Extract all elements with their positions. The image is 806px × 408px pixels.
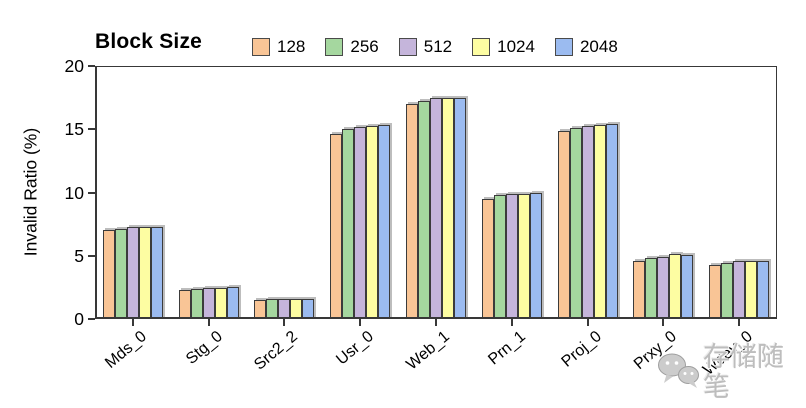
bar-Stg_0-1024	[214, 288, 227, 319]
bar-Src2_2-512	[278, 299, 291, 319]
x-tick-label: Web_1	[403, 328, 453, 374]
legend-label: 512	[423, 37, 453, 56]
legend-label: 2048	[579, 37, 618, 56]
bar-Web_1-1024	[442, 97, 454, 319]
bar-Proj_0-256	[569, 127, 582, 319]
bar-Web_1-512	[430, 98, 442, 319]
x-tick-label: Mds_0	[102, 328, 150, 372]
x-tick-label: Prn_1	[485, 328, 529, 369]
x-tick-label: Proj_0	[558, 328, 605, 371]
legend-label: 1024	[497, 37, 535, 56]
bar-Web_1-256	[418, 100, 430, 319]
bar-Mds_0-512	[126, 227, 139, 319]
y-tick	[88, 254, 95, 257]
bar-Proj_0-512	[581, 126, 594, 319]
bar-Usr_0-512	[354, 126, 367, 319]
bar-Prxy_0-1024	[669, 254, 682, 319]
bar-Src2_2-256	[266, 299, 279, 319]
bar-Wdev_0-256	[721, 262, 734, 319]
legend-swatch-128	[252, 38, 270, 56]
x-tick-label: Usr_0	[333, 328, 378, 369]
bar-Src2_2-1024	[290, 299, 303, 319]
legend-entry: 256	[325, 37, 379, 57]
x-tick	[283, 319, 286, 326]
legend-entry: 2048	[554, 37, 618, 57]
y-tick	[88, 65, 95, 67]
legend-swatch-256	[325, 38, 344, 56]
bar-Mds_0-2048	[150, 226, 163, 319]
y-tick-label: 0	[74, 309, 84, 329]
bar-Proj_0-1024	[593, 125, 606, 319]
y-tick	[88, 318, 95, 320]
bar-Prn_1-1024	[517, 193, 530, 319]
bar-Stg_0-2048	[226, 287, 239, 319]
bar-Prxy_0-2048	[681, 255, 694, 319]
bar-Mds_0-1024	[138, 227, 151, 319]
y-tick-label: 5	[74, 245, 84, 266]
legend-swatch-2048	[554, 38, 573, 56]
x-tick	[131, 319, 134, 326]
bar-Web_1-128	[406, 103, 418, 319]
y-tick	[88, 191, 95, 194]
bar-Proj_0-2048	[605, 124, 618, 319]
bar-Prn_1-256	[493, 195, 506, 319]
bar-Proj_0-128	[557, 130, 570, 319]
legend: 128 256 512 1024 2048	[252, 37, 618, 57]
y-axis-title: Invalid Ratio (%)	[20, 127, 41, 257]
bar-Wdev_0-512	[733, 261, 746, 319]
legend-swatch-1024	[472, 38, 491, 56]
legend-entry: 1024	[472, 37, 535, 57]
bar-Web_1-2048	[454, 97, 466, 319]
x-tick	[510, 319, 513, 326]
legend-swatch-512	[398, 38, 417, 56]
y-tick	[88, 128, 95, 131]
bar-Prxy_0-256	[645, 258, 658, 319]
legend-label: 128	[277, 37, 306, 56]
bar-Stg_0-128	[178, 289, 191, 319]
bar-Stg_0-256	[190, 288, 203, 319]
bar-Prn_1-2048	[529, 192, 542, 319]
x-tick	[207, 319, 210, 326]
bar-Stg_0-512	[202, 288, 215, 319]
bar-Src2_2-128	[254, 300, 267, 319]
x-tick	[738, 319, 741, 326]
bar-Prxy_0-512	[657, 257, 670, 319]
bar-Usr_0-128	[330, 134, 343, 319]
y-tick-label: 20	[64, 56, 84, 76]
bar-Mds_0-256	[114, 228, 127, 319]
bar-Wdev_0-1024	[745, 261, 758, 319]
bar-Src2_2-2048	[302, 298, 315, 319]
bar-Wdev_0-128	[709, 264, 722, 319]
bar-Mds_0-128	[102, 230, 115, 319]
x-tick-label: Stg_0	[182, 328, 226, 368]
bar-Prn_1-512	[505, 194, 518, 319]
bar-Prxy_0-128	[633, 260, 646, 319]
wechat-icon	[655, 350, 701, 395]
watermark: 存储随笔	[655, 342, 806, 402]
y-tick-label: 15	[64, 119, 84, 140]
x-tick	[359, 319, 362, 326]
bar-Usr_0-256	[342, 129, 355, 319]
watermark-text: 存储随笔	[703, 342, 784, 402]
legend-label: 256	[350, 37, 379, 56]
x-tick	[435, 319, 437, 326]
legend-title: Block Size	[95, 30, 203, 53]
x-tick	[662, 319, 665, 326]
bar-Prn_1-128	[481, 198, 494, 319]
bar-Wdev_0-2048	[757, 260, 770, 319]
bar-Usr_0-1024	[366, 126, 379, 319]
bar-Usr_0-2048	[378, 125, 391, 319]
legend-entry: 512	[398, 37, 453, 57]
x-tick-label: Src2_2	[251, 328, 302, 374]
legend-entry: 128	[252, 37, 305, 57]
y-tick-label: 10	[64, 182, 84, 203]
x-tick	[586, 319, 589, 326]
